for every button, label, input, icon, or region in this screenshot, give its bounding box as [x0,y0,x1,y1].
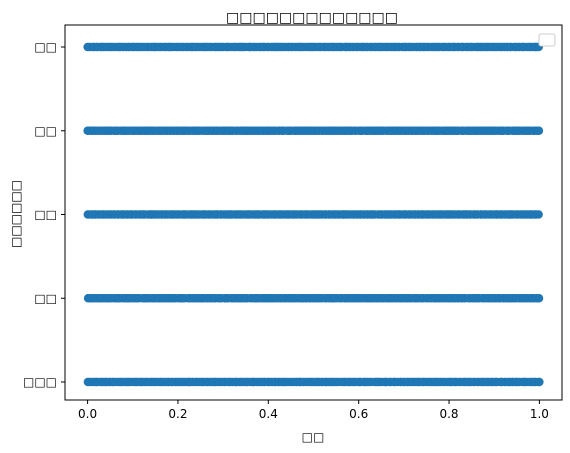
x-axis-label: □□ [302,430,325,444]
x-tick-label: 0.2 [168,407,187,421]
y-axis-label: □□□□□□ [9,180,23,248]
x-tick-label: 0.0 [78,407,97,421]
y-tick-label: □□ [34,40,57,54]
x-axis: 0.0 0.2 0.4 0.6 0.8 1.0 [78,400,549,421]
plot-area [64,24,563,401]
y-tick-label: □□ [34,291,57,305]
x-tick-label: 0.6 [349,407,368,421]
x-tick-label: 0.8 [439,407,458,421]
data-point [534,210,543,219]
data-point [534,294,544,303]
x-tick-label: 1.0 [530,407,549,421]
data-point [535,377,544,387]
legend-box [538,33,556,47]
chart-title: □□□□□□□□□□□□□ [226,10,398,26]
legend [538,33,556,47]
data-point [534,126,544,135]
data-points [83,42,544,387]
y-tick-label: □□ [34,124,57,138]
y-axis: □□□□□□□□□□□ [23,40,65,389]
y-tick-label: □□□ [23,375,57,389]
y-tick-label: □□ [34,208,57,222]
x-tick-label: 0.4 [259,407,278,421]
